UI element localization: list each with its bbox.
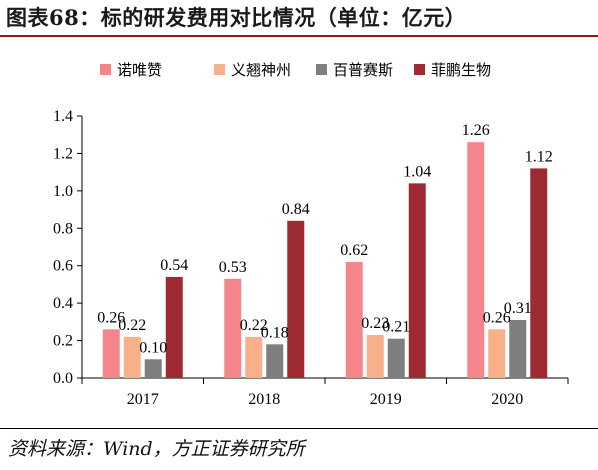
bar: [287, 220, 305, 378]
bar: [366, 334, 384, 378]
bar: [387, 338, 405, 378]
data-label: 1.04: [403, 163, 431, 180]
data-label: 0.53: [219, 259, 247, 276]
x-tick-label: 2019: [370, 391, 402, 408]
data-label: 0.54: [160, 257, 188, 274]
x-tick-label: 2020: [491, 391, 523, 408]
legend-label: 义翘神州: [231, 61, 291, 79]
bar: [467, 142, 485, 378]
x-tick-label: 2018: [248, 391, 280, 408]
bars: [102, 142, 548, 378]
data-labels: 0.260.220.100.54 0.530.220.180.840.620.23…: [97, 122, 553, 356]
bar: [123, 336, 141, 378]
legend-swatch: [100, 64, 111, 75]
data-label: 0.21: [382, 319, 410, 336]
legend-label: 百普赛斯: [333, 61, 393, 79]
bar: [345, 261, 363, 378]
data-label: 0.22: [240, 317, 268, 334]
x-tick-label: 2017: [127, 391, 159, 408]
legend-label: 菲鹏生物: [431, 61, 491, 79]
bar: [408, 183, 426, 378]
legend-swatch: [214, 64, 225, 75]
legend-swatch: [414, 64, 425, 75]
data-label: 1.12: [525, 148, 553, 165]
y-tick-label: 1.2: [53, 145, 73, 162]
data-label: 0.23: [361, 315, 389, 332]
bar: [509, 319, 527, 378]
title-divider: [0, 35, 598, 37]
legend-swatch: [316, 64, 327, 75]
bar: [144, 359, 162, 378]
chart-title: 图表68：标的研发费用对比情况（单位：亿元）: [6, 5, 467, 30]
y-tick-label: 1.4: [53, 108, 73, 125]
y-tick-label: 0.2: [53, 333, 73, 350]
y-tick-label: 0.8: [53, 220, 73, 237]
data-label: 0.26: [483, 309, 511, 326]
data-label: 0.84: [282, 201, 310, 218]
data-label: 0.31: [504, 300, 532, 317]
x-axis: 2017 2018 2019 2020: [81, 377, 569, 408]
y-tick-label: 0.6: [53, 258, 73, 275]
bar-chart: 诺唯赞 义翘神州 百普赛斯 菲鹏生物 0.0 0.2 0.4 0.6 0.8 1.0 1.2 1.4…: [53, 61, 569, 408]
y-tick-label: 0.4: [53, 295, 73, 312]
legend: 诺唯赞 义翘神州 百普赛斯 菲鹏生物: [100, 61, 491, 79]
data-label: 1.26: [462, 122, 490, 139]
bar: [224, 278, 242, 378]
y-tick-label: 0.0: [53, 370, 73, 387]
legend-label: 诺唯赞: [117, 61, 162, 79]
data-label: 0.10: [139, 339, 167, 356]
footer-divider: [0, 428, 598, 429]
data-label: 0.62: [340, 242, 368, 259]
y-tick-label: 1.0: [53, 183, 73, 200]
data-label: 0.18: [261, 324, 289, 341]
bar: [245, 336, 263, 378]
data-label: 0.26: [97, 309, 125, 326]
bar: [488, 329, 506, 378]
bar: [102, 329, 120, 378]
bar: [266, 344, 284, 378]
bar: [165, 276, 183, 378]
bar: [530, 168, 548, 378]
data-label: 0.22: [118, 317, 146, 334]
source-note: 资料来源：Wind，方正证券研究所: [8, 438, 305, 460]
y-axis: 0.0 0.2 0.4 0.6 0.8 1.0 1.2 1.4: [53, 108, 83, 387]
